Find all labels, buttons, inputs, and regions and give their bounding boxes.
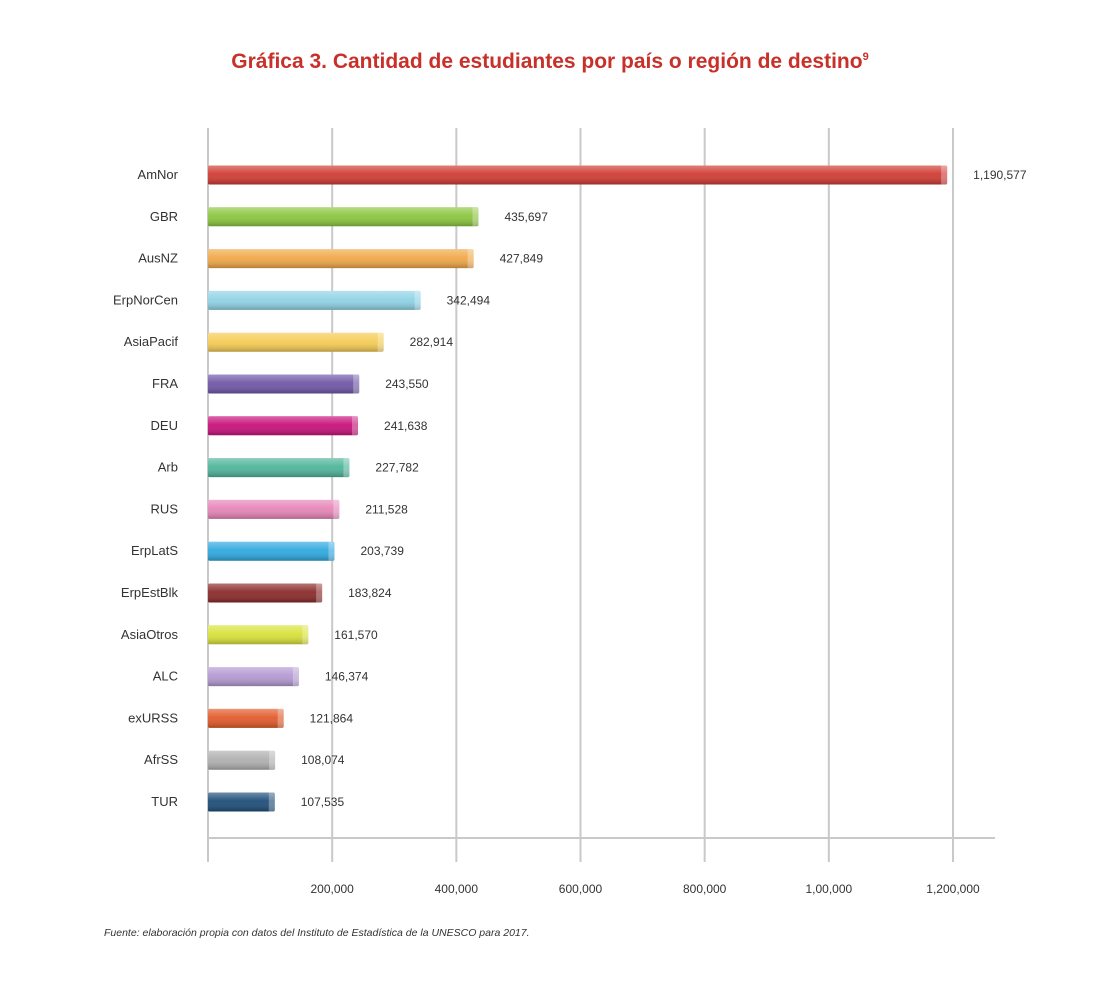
bar-highlight [208, 207, 479, 227]
bar-end-cap [277, 708, 284, 728]
value-label: 1,190,577 [973, 168, 1027, 182]
value-label: 241,638 [384, 419, 428, 433]
category-label: GBR [150, 209, 178, 224]
bar-end-cap [941, 165, 948, 185]
x-tick-label: 200,000 [310, 882, 354, 896]
value-label: 161,570 [334, 628, 378, 642]
bar-highlight [208, 458, 350, 478]
bar-end-cap [333, 499, 340, 519]
bar-highlight [208, 416, 359, 436]
category-label: Arb [158, 460, 178, 475]
category-label: DEU [151, 418, 178, 433]
x-tick-label: 400,000 [435, 882, 479, 896]
value-label: 183,824 [348, 586, 392, 600]
value-label: 108,074 [301, 753, 345, 767]
bar-end-cap [292, 667, 299, 687]
bar-highlight [208, 499, 340, 519]
x-tick-label: 1,00,000 [805, 882, 852, 896]
value-label: 203,739 [360, 544, 404, 558]
bar-end-cap [269, 750, 276, 770]
category-label: ErpNorCen [113, 292, 178, 307]
bar-highlight [208, 667, 299, 687]
chart-title-text: Gráfica 3. Cantidad de estudiantes por p… [231, 50, 863, 73]
bar-end-cap [316, 583, 323, 603]
category-label: FRA [152, 376, 178, 391]
value-label: 342,494 [447, 293, 491, 307]
bar-highlight [208, 332, 384, 352]
value-label: 211,528 [365, 502, 408, 516]
value-label: 243,550 [385, 377, 429, 391]
chart-title: Gráfica 3. Cantidad de estudiantes por p… [0, 50, 1100, 74]
category-label: exURSS [128, 710, 178, 725]
bar-end-cap [414, 290, 421, 310]
bar-highlight [208, 792, 275, 812]
value-label: 227,782 [375, 461, 419, 475]
category-label: TUR [151, 794, 178, 809]
category-label: RUS [151, 501, 179, 516]
bar-end-cap [472, 207, 479, 227]
category-label: ErpLatS [131, 543, 178, 558]
bar-end-cap [302, 625, 309, 645]
value-label: 427,849 [500, 252, 544, 266]
bar-highlight [208, 625, 309, 645]
chart-title-footnote-mark: 9 [862, 51, 869, 63]
bar-highlight [208, 290, 421, 310]
bar-highlight [208, 708, 284, 728]
bar-end-cap [268, 792, 275, 812]
bar-end-cap [377, 332, 384, 352]
bar-highlight [208, 249, 474, 269]
bar-highlight [208, 583, 323, 603]
bar-highlight [208, 165, 948, 185]
bar-highlight [208, 374, 360, 394]
bar-highlight [208, 750, 276, 770]
bar-end-cap [328, 541, 335, 561]
value-label: 435,697 [504, 210, 548, 224]
value-label: 282,914 [410, 335, 454, 349]
bar-end-cap [467, 249, 474, 269]
bar-end-cap [343, 458, 350, 478]
value-label: 107,535 [301, 795, 345, 809]
x-tick-label: 600,000 [559, 882, 603, 896]
category-label: AsiaPacif [124, 334, 179, 349]
bar-end-cap [353, 374, 360, 394]
value-label: 146,374 [325, 670, 369, 684]
category-label: ALC [153, 669, 178, 684]
category-label: AfrSS [144, 752, 178, 767]
source-footnote: Fuente: elaboración propia con datos del… [104, 927, 530, 939]
bar-end-cap [352, 416, 359, 436]
value-label: 121,864 [310, 711, 354, 725]
category-label: AmNor [138, 167, 179, 182]
x-tick-label: 1,200,000 [926, 882, 980, 896]
category-label: AusNZ [138, 251, 178, 266]
category-label: ErpEstBlk [121, 585, 179, 600]
x-tick-label: 800,000 [683, 882, 727, 896]
bar-highlight [208, 541, 335, 561]
category-label: AsiaOtros [121, 627, 179, 642]
